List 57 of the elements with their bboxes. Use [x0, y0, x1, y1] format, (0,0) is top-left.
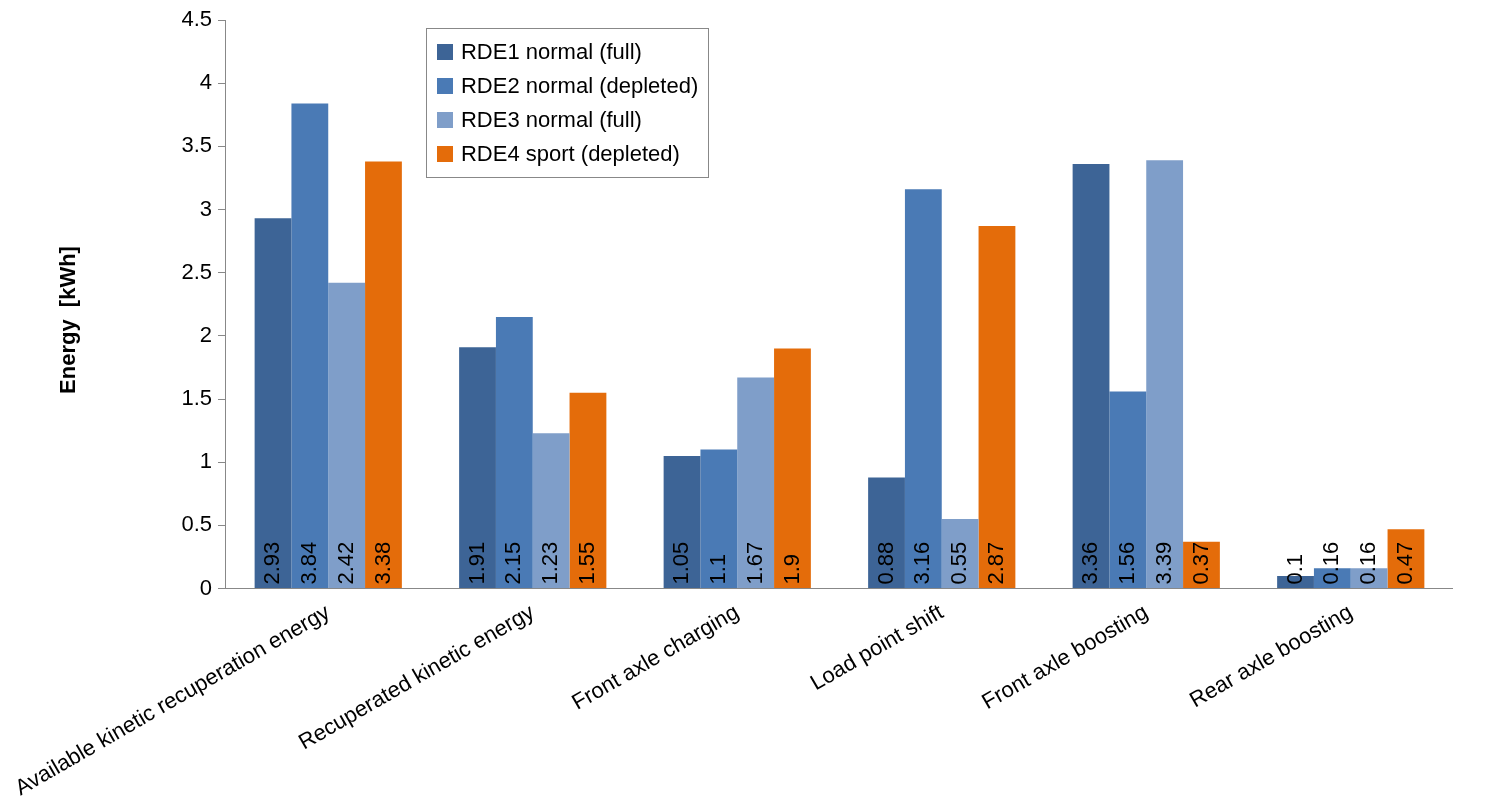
data-label: 3.16	[909, 541, 935, 585]
y-tick-label: 1	[199, 448, 212, 474]
data-label: 3.39	[1150, 541, 1176, 585]
y-tick-label: 4.5	[181, 6, 212, 32]
y-tick-label: 1.5	[181, 385, 212, 411]
bar	[569, 392, 607, 589]
bar	[978, 225, 1016, 589]
data-label: 1.23	[537, 541, 563, 585]
data-label: 3.84	[295, 541, 321, 585]
data-label: 1.05	[668, 541, 694, 585]
y-axis-title: Energy [kWh]	[55, 246, 81, 394]
data-label: 0.55	[946, 541, 972, 585]
bar	[868, 477, 905, 589]
data-label: 1.67	[741, 541, 767, 585]
data-label: 2.93	[259, 541, 285, 585]
bar	[774, 348, 811, 589]
data-label: 0.37	[1187, 541, 1213, 585]
data-label: 0.16	[1355, 541, 1381, 585]
bar	[1109, 391, 1147, 589]
y-tick-label: 3	[199, 195, 212, 221]
y-tick-label: 4	[199, 69, 212, 95]
bar	[254, 218, 292, 589]
legend-label: RDE2 normal (depleted)	[460, 73, 699, 99]
legend-label: RDE3 normal (full)	[460, 107, 642, 133]
data-label: 0.16	[1318, 541, 1344, 585]
bar	[904, 189, 942, 589]
legend-label: RDE1 normal (full)	[460, 39, 642, 65]
data-label: 1.91	[463, 541, 489, 585]
data-label: 1.1	[704, 553, 730, 585]
data-label: 1.55	[574, 541, 600, 585]
data-label: 0.1	[1281, 553, 1307, 585]
bar	[291, 103, 329, 589]
data-label: 1.9	[778, 553, 804, 585]
bar	[532, 433, 570, 589]
data-label: 2.87	[983, 541, 1009, 585]
bar	[365, 161, 402, 589]
bar	[1146, 160, 1184, 589]
bar	[700, 449, 738, 589]
legend-label: RDE4 sport (depleted)	[460, 141, 680, 167]
data-label: 2.15	[500, 541, 526, 585]
bar	[1072, 164, 1110, 589]
data-label: 2.42	[332, 541, 358, 585]
data-label: 1.56	[1113, 541, 1139, 585]
y-tick-label: 2.5	[181, 258, 212, 284]
bar	[663, 455, 701, 589]
y-tick-label: 0.5	[181, 511, 212, 537]
y-tick-label: 3.5	[181, 132, 212, 158]
bar	[328, 282, 366, 589]
bar	[495, 316, 533, 589]
bar	[459, 347, 496, 589]
y-tick-label: 2	[199, 321, 212, 347]
data-label: 3.36	[1077, 541, 1103, 585]
bar	[737, 377, 775, 589]
y-tick-label: 0	[199, 574, 212, 600]
data-label: 0.47	[1392, 541, 1418, 585]
data-label: 0.88	[872, 541, 898, 585]
data-label: 3.38	[369, 541, 395, 585]
